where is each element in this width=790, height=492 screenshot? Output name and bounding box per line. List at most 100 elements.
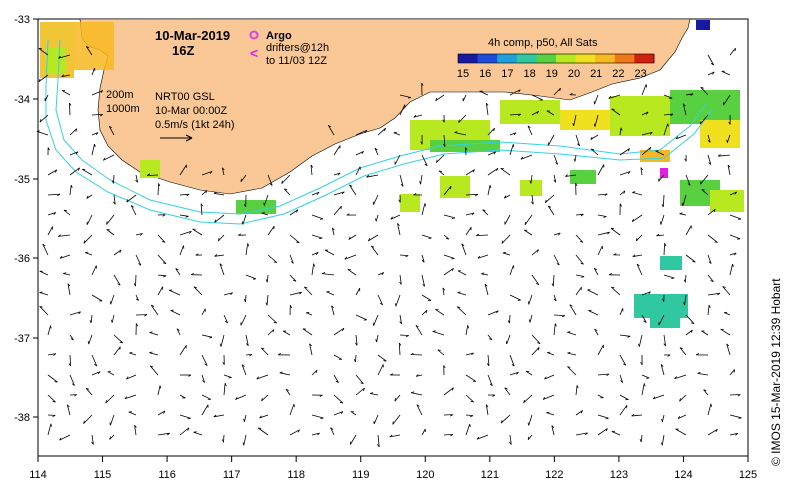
current-vector-head — [649, 147, 652, 151]
current-vector — [700, 87, 709, 96]
current-vector-head — [623, 363, 627, 366]
current-vector-head — [100, 90, 104, 94]
current-vector — [47, 212, 56, 216]
current-vector — [368, 234, 379, 242]
current-vector — [58, 54, 71, 59]
current-vector-head — [95, 132, 99, 136]
current-vector — [259, 414, 269, 419]
current-vector — [477, 254, 489, 259]
current-vector — [128, 411, 137, 416]
current-vector-head — [126, 376, 129, 380]
current-vector — [435, 309, 445, 316]
current-vector — [436, 154, 445, 163]
current-vector-head — [213, 191, 217, 194]
current-vector — [69, 354, 71, 367]
current-vector — [641, 291, 651, 296]
current-vector — [523, 229, 533, 236]
current-vector-head — [437, 349, 441, 351]
current-vector — [223, 292, 233, 296]
current-vector — [267, 174, 273, 186]
current-vector-head — [346, 213, 350, 216]
current-vector — [201, 334, 213, 338]
current-vector-head — [593, 123, 596, 127]
current-vector-head — [290, 261, 294, 264]
current-vector — [509, 434, 512, 445]
current-vector-head — [703, 389, 707, 392]
current-vector — [266, 274, 269, 283]
current-vector-head — [475, 193, 479, 197]
x-tick-label: 118 — [287, 469, 305, 481]
current-vector — [219, 263, 225, 276]
current-vector-head — [513, 132, 517, 136]
current-vector — [707, 54, 715, 66]
current-vector — [350, 434, 357, 445]
current-vector-head — [661, 418, 663, 422]
current-vector-head — [557, 232, 561, 236]
current-vector — [392, 414, 401, 425]
current-vector-head — [435, 97, 438, 101]
current-vector-head — [416, 404, 420, 407]
current-vector — [284, 188, 291, 196]
current-vector-head — [576, 385, 579, 389]
current-vector-head — [726, 139, 728, 143]
current-vector — [528, 414, 533, 426]
current-vector-head — [390, 373, 394, 376]
current-vector — [47, 193, 60, 196]
current-vector — [47, 423, 52, 436]
current-vector — [619, 127, 622, 136]
current-vector-head — [59, 437, 62, 441]
current-vector — [355, 129, 368, 136]
current-vector — [377, 127, 386, 136]
current-vector — [261, 347, 269, 356]
current-vector-head — [332, 227, 335, 231]
current-vector — [135, 174, 138, 183]
current-vector — [157, 432, 170, 436]
current-vector-head — [320, 417, 324, 420]
current-vector-head — [734, 48, 736, 52]
current-vector — [504, 214, 511, 225]
current-vector — [350, 411, 357, 416]
current-vector — [663, 334, 666, 347]
current-vector-head — [296, 241, 300, 244]
current-vector — [437, 349, 445, 356]
current-vector-head — [554, 323, 557, 327]
current-vector-head — [432, 330, 436, 332]
isobath-200-label: 200m — [106, 89, 134, 101]
current-vector — [63, 209, 71, 216]
current-vector-head — [496, 168, 499, 172]
current-vector — [355, 354, 357, 362]
argo-label: Argo — [266, 30, 292, 42]
current-vector-head — [399, 321, 402, 325]
current-vector-head — [247, 243, 250, 247]
current-vector — [135, 294, 139, 301]
current-vector-head — [315, 252, 319, 255]
current-vector — [39, 292, 49, 296]
current-vector-head — [344, 256, 348, 260]
current-vector — [179, 394, 186, 399]
current-vector — [157, 286, 164, 296]
current-vector-head — [77, 167, 80, 171]
current-vector — [619, 374, 624, 383]
current-vector-head — [109, 301, 112, 305]
current-vector — [457, 306, 467, 316]
x-tick-label: 116 — [158, 469, 176, 481]
current-vector — [421, 203, 426, 216]
current-vector — [214, 254, 225, 257]
current-vector-head — [504, 387, 508, 390]
current-vector — [395, 294, 401, 307]
current-vector — [333, 354, 342, 360]
current-vector-head — [572, 122, 575, 127]
current-vector — [58, 234, 71, 237]
current-vector — [707, 292, 720, 296]
current-vector-head — [224, 383, 227, 387]
current-vector-head — [405, 335, 409, 338]
current-vector — [373, 314, 379, 326]
current-vector-head — [289, 305, 293, 309]
drifters-label: drifters@12h — [266, 42, 329, 54]
credit-text: © IMOS 15-Mar-2019 12:39 Hobart — [769, 278, 783, 466]
current-vector-head — [500, 420, 503, 424]
current-vector-head — [394, 398, 396, 402]
current-vector — [311, 263, 314, 276]
current-vector — [588, 310, 599, 316]
current-vector — [111, 314, 115, 323]
